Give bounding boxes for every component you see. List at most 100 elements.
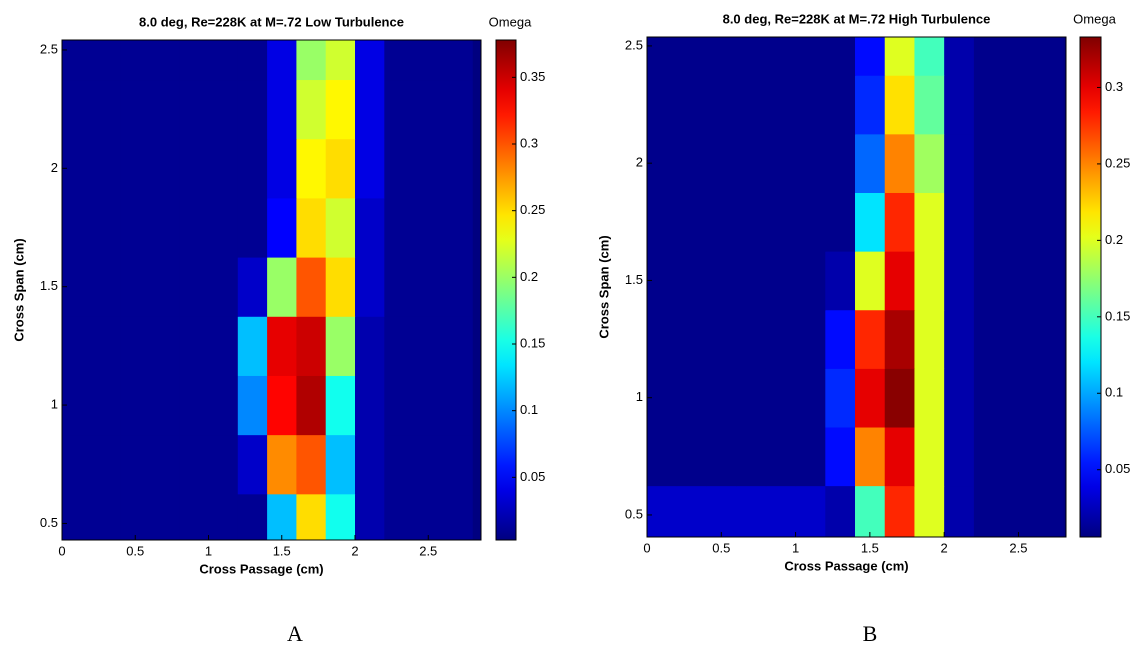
heat-cell	[325, 375, 356, 436]
heat-cell	[736, 309, 767, 369]
heat-cell	[706, 368, 737, 428]
heat-cell	[914, 485, 945, 537]
colorbar-tick-label: 0.05	[520, 469, 545, 484]
heat-cell	[62, 197, 92, 258]
heat-cell	[973, 368, 1005, 428]
heat-cell	[325, 138, 356, 199]
heat-cell	[237, 375, 268, 436]
heat-cell	[91, 197, 122, 258]
heat-cell	[149, 79, 180, 140]
heat-cell	[442, 79, 473, 140]
heat-cell	[973, 192, 1005, 252]
heat-cell	[676, 368, 707, 428]
heat-cell	[647, 368, 678, 428]
heat-cell	[237, 434, 268, 495]
heat-cell	[676, 37, 707, 76]
heat-cell	[296, 79, 327, 140]
heat-cell	[944, 427, 975, 487]
heat-cell	[1033, 75, 1064, 135]
heat-cell	[765, 133, 797, 193]
heat-cell	[267, 40, 297, 81]
heat-cell	[1003, 37, 1034, 76]
heat-cell	[62, 434, 92, 495]
heat-cell	[647, 251, 678, 311]
heat-cell	[237, 316, 268, 376]
y-axis-label: Cross Span (cm)	[596, 235, 611, 338]
heat-cell	[355, 375, 385, 436]
heat-cell	[855, 192, 886, 252]
y-tick-label: 1.5	[40, 278, 58, 293]
heat-cell	[944, 75, 975, 135]
heat-cell	[208, 375, 239, 436]
heat-cell	[120, 493, 151, 540]
heat-cell	[825, 75, 856, 135]
heat-cell	[62, 79, 92, 140]
heat-cell	[825, 251, 856, 311]
heat-cell	[208, 138, 239, 199]
heat-cell	[1033, 309, 1064, 369]
heat-cell	[825, 368, 856, 428]
heat-cell	[91, 316, 122, 376]
heat-cell	[267, 197, 297, 258]
y-axis-label: Cross Span (cm)	[11, 238, 26, 341]
heat-cell	[825, 485, 856, 537]
heat-cell	[706, 427, 737, 487]
heat-cell	[765, 75, 797, 135]
heat-cell	[1033, 133, 1064, 193]
heat-cell	[413, 375, 444, 436]
heat-cell	[325, 257, 356, 317]
heat-cell	[355, 40, 385, 81]
heat-cell	[149, 434, 180, 495]
y-tick-label: 2	[51, 160, 58, 175]
heat-cell	[237, 138, 268, 199]
heat-cell	[825, 309, 856, 369]
heat-cell	[1003, 485, 1034, 537]
y-tick-label: 1	[51, 396, 58, 411]
heat-cell	[706, 37, 737, 76]
heatmap	[647, 37, 1066, 537]
heat-cell	[355, 434, 385, 495]
heat-cell	[179, 434, 210, 495]
heat-cell	[237, 257, 268, 317]
colorbar-tick-label: 0.2	[1105, 232, 1123, 247]
plot-frame	[646, 36, 1067, 538]
heat-cell	[944, 192, 975, 252]
heat-cell	[296, 316, 327, 376]
x-axis-label: Cross Passage (cm)	[784, 558, 908, 573]
heat-cell	[795, 192, 826, 252]
heat-cell	[91, 493, 122, 540]
heat-cell	[676, 75, 707, 135]
heat-cell	[296, 197, 327, 258]
heat-cell	[647, 75, 678, 135]
heat-cell	[1003, 75, 1034, 135]
heat-cell	[149, 197, 180, 258]
heat-cell	[91, 434, 122, 495]
colorbar-tick-label: 0.25	[1105, 155, 1130, 170]
heat-cell	[413, 434, 444, 495]
heat-cell	[795, 251, 826, 311]
heat-cell	[884, 309, 915, 369]
heat-cell	[237, 493, 268, 540]
heat-cell	[120, 257, 151, 317]
heat-cell	[647, 192, 678, 252]
heat-cell	[884, 75, 915, 135]
heat-cell	[296, 138, 327, 199]
x-tick-label: 1	[205, 543, 212, 558]
heat-cell	[325, 493, 356, 540]
heat-cell	[179, 197, 210, 258]
heat-cell	[120, 434, 151, 495]
heat-cell	[914, 309, 945, 369]
x-tick-label: 1.5	[861, 540, 879, 555]
heat-cell	[384, 79, 415, 140]
heat-cell	[1003, 133, 1034, 193]
heat-cell	[442, 197, 473, 258]
colorbar	[1079, 36, 1102, 538]
heat-cell	[855, 133, 886, 193]
heat-cell	[884, 133, 915, 193]
heat-cell	[706, 133, 737, 193]
heat-cell	[296, 375, 327, 436]
y-tick-label: 2.5	[625, 37, 643, 52]
heat-cell	[676, 485, 707, 537]
heat-cell	[825, 427, 856, 487]
heat-cell	[795, 309, 826, 369]
